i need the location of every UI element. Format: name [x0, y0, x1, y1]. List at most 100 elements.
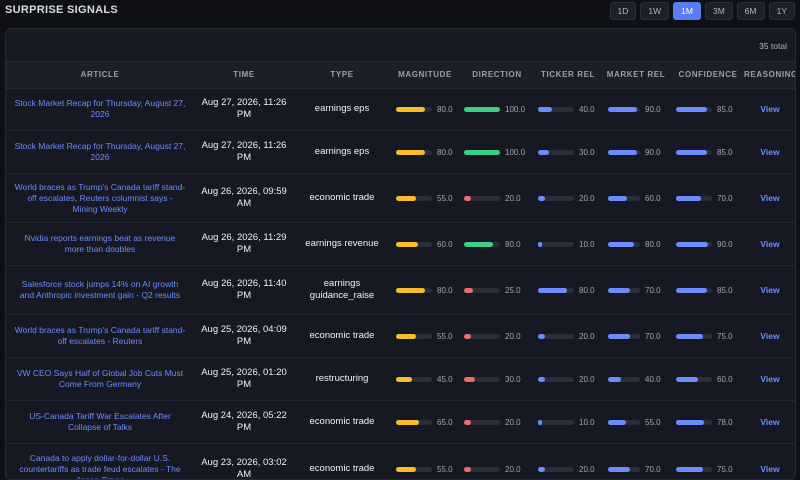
magnitude-cell: 65.0	[396, 401, 453, 443]
article-link[interactable]: VW CEO Says Half of Global Job Cuts Must…	[16, 368, 184, 389]
table-row: Nvidia reports earnings beat as revenue …	[6, 223, 795, 266]
type-cell: economic trade	[309, 463, 375, 474]
direction-bar	[464, 466, 500, 472]
view-reasoning-link[interactable]: View	[760, 147, 780, 157]
direction-bar-fill	[464, 287, 473, 293]
direction-cell: 20.0	[464, 444, 521, 479]
view-reasoning-link[interactable]: View	[760, 193, 780, 203]
confidence-cell: 78.0	[676, 401, 733, 443]
direction-bar-fill	[464, 419, 472, 425]
direction-value: 25.0	[505, 285, 521, 295]
market-rel-bar-fill	[608, 149, 637, 155]
ticker-rel-bar-fill	[538, 241, 542, 247]
article-link[interactable]: US-Canada Tariff War Escalates After Col…	[29, 411, 171, 432]
magnitude-bar-fill	[396, 106, 425, 112]
market-rel-bar	[608, 241, 640, 247]
market-rel-bar	[608, 287, 640, 293]
time-cell: Aug 26, 2026, 09:59 AM	[201, 186, 287, 209]
market-rel-cell: 80.0	[608, 223, 661, 265]
magnitude-bar-fill	[396, 241, 418, 247]
market-rel-cell: 70.0	[608, 266, 661, 314]
view-reasoning-link[interactable]: View	[760, 239, 780, 249]
confidence-bar	[676, 241, 712, 247]
direction-bar-fill	[464, 376, 475, 382]
ticker-rel-bar-fill	[538, 333, 546, 339]
direction-cell: 25.0	[464, 266, 521, 314]
article-link[interactable]: Nvidia reports earnings beat as revenue …	[24, 233, 176, 254]
ticker-rel-bar-fill	[538, 106, 553, 112]
article-link[interactable]: World braces as Trump's Canada tariff st…	[14, 325, 186, 346]
ticker-rel-bar	[538, 149, 574, 155]
magnitude-bar-fill	[396, 466, 416, 472]
ticker-rel-bar	[538, 195, 574, 201]
view-reasoning-link[interactable]: View	[760, 104, 780, 114]
magnitude-value: 65.0	[437, 417, 453, 427]
magnitude-cell: 60.0	[396, 223, 453, 265]
range-button-1m[interactable]: 1M	[673, 2, 701, 20]
range-button-1d[interactable]: 1D	[609, 2, 637, 20]
market-rel-bar-fill	[608, 241, 634, 247]
direction-bar-fill	[464, 241, 493, 247]
ticker-rel-cell: 10.0	[538, 401, 595, 443]
ticker-rel-cell: 20.0	[538, 358, 595, 400]
ticker-rel-value: 30.0	[579, 147, 595, 157]
market-rel-bar-fill	[608, 419, 626, 425]
market-rel-value: 70.0	[645, 285, 661, 295]
range-button-6m[interactable]: 6M	[736, 2, 765, 20]
confidence-bar	[676, 287, 712, 293]
market-rel-cell: 60.0	[608, 174, 661, 222]
confidence-value: 85.0	[717, 147, 733, 157]
type-cell: earnings guidance_raise	[309, 278, 375, 301]
market-rel-bar-fill	[608, 287, 631, 293]
article-link[interactable]: Stock Market Recap for Thursday, August …	[14, 98, 186, 119]
market-rel-bar-fill	[608, 333, 631, 339]
confidence-bar-fill	[676, 195, 702, 201]
ticker-rel-bar-fill	[538, 195, 546, 201]
range-button-1y[interactable]: 1Y	[768, 2, 795, 20]
range-button-3m[interactable]: 3M	[704, 2, 733, 20]
magnitude-bar	[396, 333, 432, 339]
article-link[interactable]: Salesforce stock jumps 14% on AI growth …	[19, 279, 181, 300]
article-link[interactable]: Canada to apply dollar-for-dollar U.S. c…	[19, 452, 181, 480]
direction-bar-fill	[464, 333, 472, 339]
time-cell: Aug 26, 2026, 11:40 PM	[201, 278, 287, 301]
direction-value: 20.0	[505, 331, 521, 341]
direction-bar-fill	[464, 106, 500, 112]
ticker-rel-cell: 20.0	[538, 315, 595, 357]
magnitude-bar-fill	[396, 376, 413, 382]
view-reasoning-link[interactable]: View	[760, 417, 780, 427]
ticker-rel-bar-fill	[538, 419, 542, 425]
confidence-bar-fill	[676, 241, 709, 247]
page-header: SURPRISE SIGNALS 1D 1W 1M 3M 6M 1Y	[0, 0, 800, 22]
magnitude-value: 60.0	[437, 239, 453, 249]
time-cell: Aug 25, 2026, 04:09 PM	[201, 324, 287, 347]
confidence-cell: 75.0	[676, 315, 733, 357]
direction-cell: 30.0	[464, 358, 521, 400]
magnitude-bar	[396, 149, 432, 155]
direction-bar	[464, 149, 500, 155]
column-header-reasoning: REASONING	[744, 70, 796, 79]
ticker-rel-value: 80.0	[579, 285, 595, 295]
ticker-rel-bar	[538, 287, 574, 293]
confidence-value: 78.0	[717, 417, 733, 427]
confidence-bar	[676, 419, 712, 425]
column-header-direction: DIRECTION	[472, 70, 522, 79]
view-reasoning-link[interactable]: View	[760, 331, 780, 341]
direction-bar	[464, 287, 500, 293]
view-reasoning-link[interactable]: View	[760, 374, 780, 384]
range-button-1w[interactable]: 1W	[640, 2, 670, 20]
magnitude-value: 55.0	[437, 464, 453, 474]
ticker-rel-cell: 40.0	[538, 88, 595, 130]
ticker-rel-value: 10.0	[579, 417, 595, 427]
ticker-rel-value: 20.0	[579, 193, 595, 203]
view-reasoning-link[interactable]: View	[760, 464, 780, 474]
article-link[interactable]: Stock Market Recap for Thursday, August …	[14, 141, 186, 162]
view-reasoning-link[interactable]: View	[760, 285, 780, 295]
ticker-rel-bar	[538, 241, 574, 247]
article-link[interactable]: World braces as Trump's Canada tariff st…	[14, 181, 186, 214]
confidence-bar	[676, 106, 712, 112]
market-rel-cell: 40.0	[608, 358, 661, 400]
confidence-bar-fill	[676, 333, 703, 339]
direction-cell: 20.0	[464, 315, 521, 357]
direction-bar	[464, 195, 500, 201]
